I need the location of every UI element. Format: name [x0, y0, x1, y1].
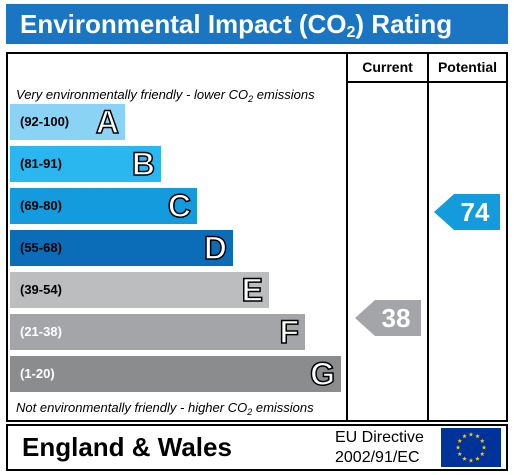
top-note: Very environmentally friendly - lower CO… [16, 87, 315, 104]
band-c: (69-80) C [10, 187, 197, 225]
band-c-letter: C [167, 187, 192, 225]
top-note-text-end: emissions [253, 87, 315, 102]
band-e-letter: E [241, 271, 264, 309]
band-f-letter: F [279, 313, 300, 351]
flag-star [462, 433, 467, 439]
band-b-letter: B [131, 145, 156, 183]
flag-star [481, 445, 487, 450]
title-subscript: 2 [346, 24, 356, 41]
title-text-end: ) Rating [355, 9, 453, 39]
band-e-range: (39-54) [20, 282, 62, 297]
flag-star [468, 458, 474, 463]
band-a: (92-100) A [10, 103, 125, 141]
current-column-divider [346, 54, 348, 420]
eu-flag-stars [455, 432, 487, 463]
flag-star [468, 432, 474, 437]
band-g: (1-20) G [10, 355, 341, 393]
flag-star [457, 451, 463, 456]
directive-line-2: 2002/91/EC [335, 449, 420, 466]
current-column-header: Current [362, 59, 413, 75]
band-c-range: (69-80) [20, 198, 62, 213]
title-text: Environmental Impact (CO [20, 9, 347, 39]
band-b: (81-91) B [10, 145, 161, 183]
band-d-range: (55-68) [20, 240, 62, 255]
directive-line-1: EU Directive [335, 429, 424, 446]
eu-flag-icon [441, 428, 501, 467]
footer: England & Wales EU Directive 2002/91/EC [6, 424, 508, 471]
bottom-note: Not environmentally friendly - higher CO… [16, 400, 314, 417]
top-note-subscript: 2 [248, 94, 254, 104]
flag-star [479, 438, 485, 443]
flag-star [462, 456, 467, 461]
bottom-note-text-end: emissions [252, 400, 314, 415]
band-g-letter: G [309, 355, 335, 393]
potential-column-divider [427, 54, 429, 420]
potential-column-header: Potential [437, 59, 498, 75]
band-a-letter: A [95, 103, 120, 141]
page-title: Environmental Impact (CO2) Rating [6, 4, 508, 44]
header-divider [348, 81, 506, 83]
flag-star [475, 456, 480, 461]
band-f-range: (21-38) [20, 324, 62, 339]
flag-star [455, 445, 461, 450]
rating-table: Current Potential Very environmentally f… [6, 52, 508, 422]
top-note-text: Very environmentally friendly - lower CO [16, 87, 249, 102]
eu-directive: EU Directive 2002/91/EC [335, 428, 424, 468]
band-a-range: (92-100) [20, 114, 70, 129]
band-d: (55-68) D [10, 229, 233, 267]
bottom-note-subscript: 2 [247, 407, 253, 417]
band-d-letter: D [203, 229, 228, 267]
current-rating-arrow: 38 [355, 300, 421, 336]
flag-star [479, 451, 485, 456]
band-g-range: (1-20) [20, 366, 55, 381]
flag-star [457, 438, 463, 443]
region-label: England & Wales [22, 432, 232, 462]
band-e: (39-54) E [10, 271, 269, 309]
bottom-note-text: Not environmentally friendly - higher CO [16, 400, 248, 415]
band-b-range: (81-91) [20, 156, 62, 171]
potential-rating-arrow: 74 [434, 194, 500, 230]
band-f: (21-38) F [10, 313, 305, 351]
flag-star [475, 433, 480, 439]
